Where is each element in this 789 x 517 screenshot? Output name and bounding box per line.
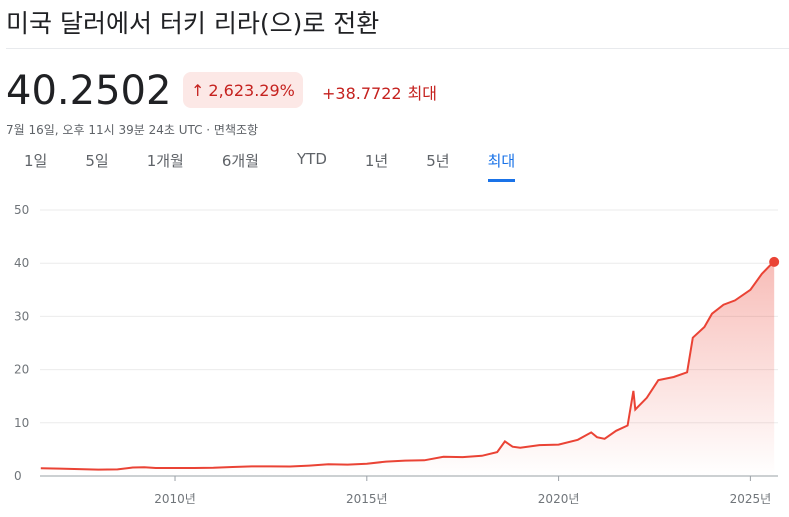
change-period: 최대: [407, 84, 438, 103]
title: 미국 달러에서 터키 리라(으)로 전환: [6, 9, 380, 38]
up-arrow: ↑: [191, 80, 205, 100]
change: +38.7722 최대: [322, 80, 437, 104]
timestamp: 7월 16일, 오후 11시 39분 24초 UTC · 면책조항: [6, 123, 259, 137]
x-tick-label: 2010년: [154, 492, 196, 506]
tab[interactable]: 1일: [24, 152, 48, 170]
tab[interactable]: 1개월: [146, 152, 184, 170]
y-tick-label: 30: [14, 309, 29, 323]
x-tick-label: 2015년: [346, 492, 388, 506]
tab[interactable]: 5년: [426, 152, 450, 170]
x-tick-label: 2020년: [538, 492, 580, 506]
x-tick-label: 2025년: [730, 492, 772, 506]
end-point: [769, 256, 780, 267]
change-percent: 2,623.29%: [208, 80, 295, 100]
price: 40.2502: [6, 68, 172, 114]
line: [40, 261, 775, 471]
y-tick-label: 50: [14, 203, 29, 217]
divider: [6, 48, 789, 49]
y-tick-label: 0: [14, 469, 22, 483]
area: [40, 261, 775, 476]
y-tick-label: 10: [14, 416, 29, 430]
y-tick-label: 40: [14, 256, 29, 270]
tab[interactable]: 5일: [85, 152, 109, 170]
tab[interactable]: 최대: [487, 150, 516, 182]
y-tick-label: 20: [14, 363, 29, 377]
tabs: 1일 5일 1개월 6개월 YTD 1년 5년 최대: [24, 150, 553, 182]
tab[interactable]: 6개월: [221, 152, 259, 170]
change-badge: ↑ 2,623.29%: [183, 72, 303, 108]
tab[interactable]: 1년: [364, 152, 389, 170]
tab[interactable]: YTD: [297, 150, 327, 168]
change-value: +38.7722: [322, 84, 402, 103]
